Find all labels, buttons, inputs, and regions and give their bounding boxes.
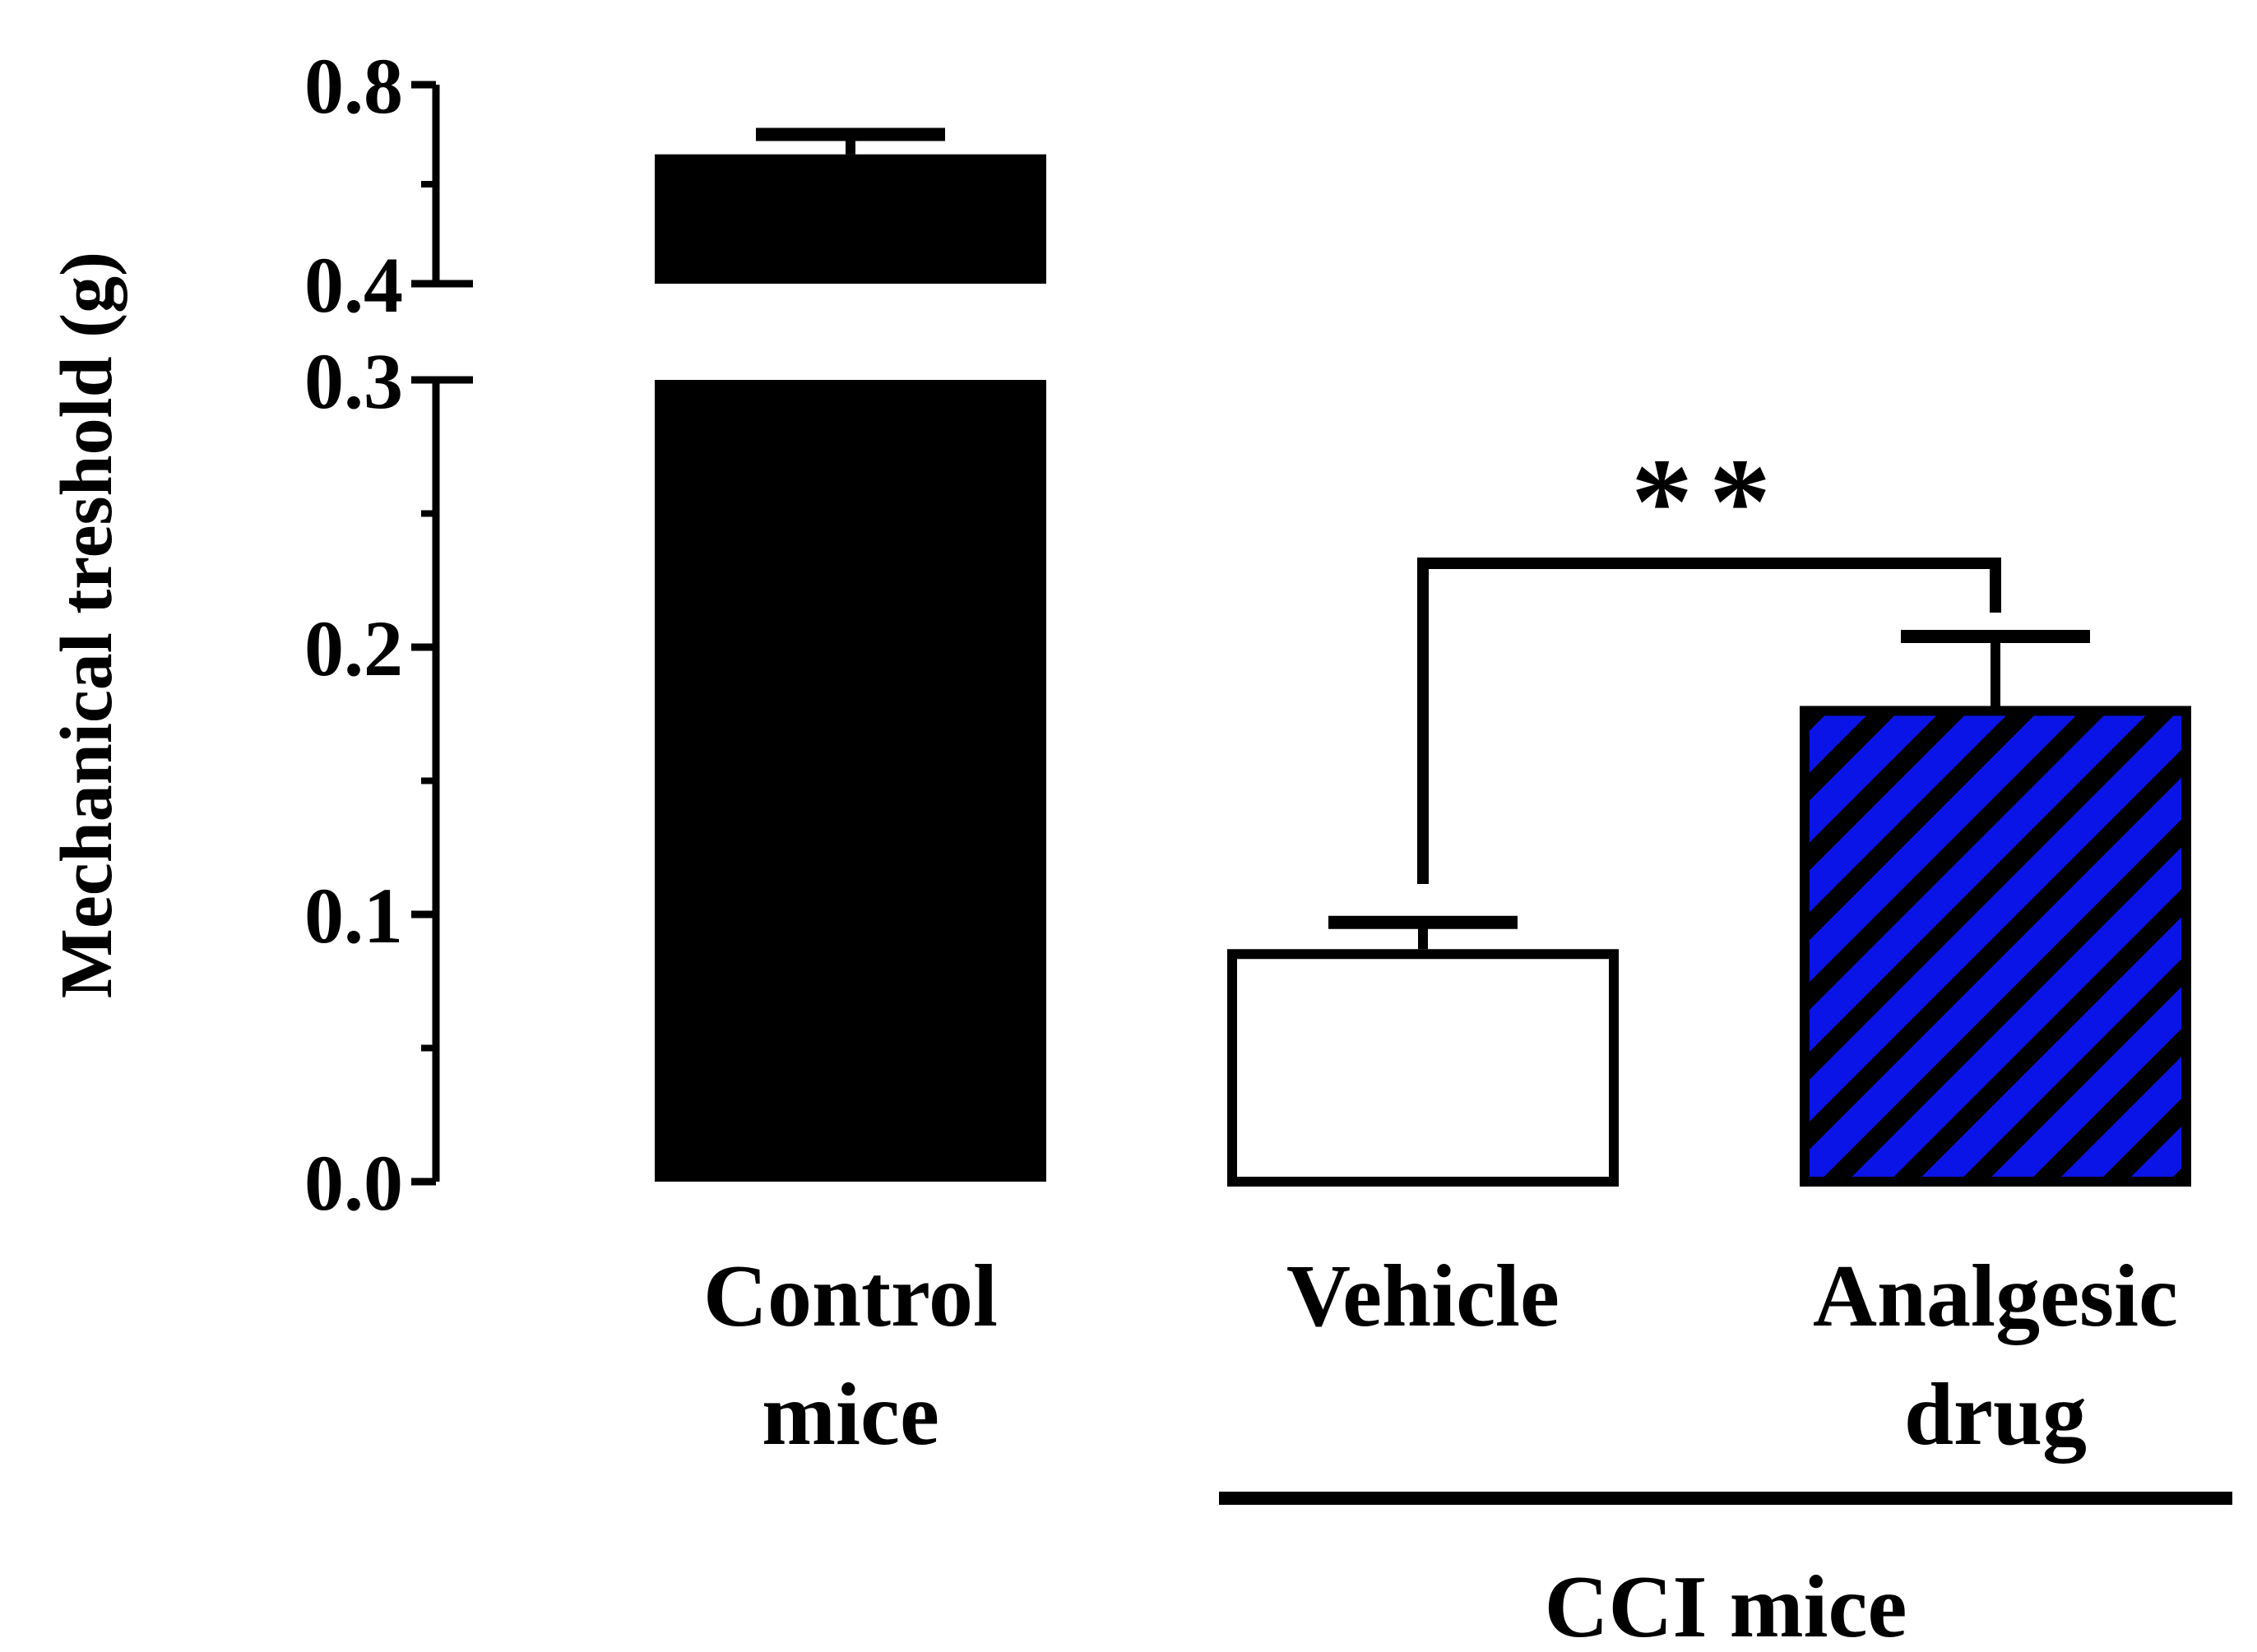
- category-label: Analgesic: [1813, 1247, 2178, 1345]
- group-label: CCI mice: [1545, 1558, 1907, 1652]
- bar-lower-segment: [655, 380, 1046, 1182]
- y-axis-label: Mechanical treshold (g): [46, 252, 127, 998]
- bar: [1800, 706, 2191, 1187]
- y-tick-label: 0.3: [304, 337, 403, 425]
- category-label: Control: [703, 1247, 998, 1345]
- category-labels: Control mice Vehicle Analgesic drug: [703, 1247, 2178, 1464]
- bars: [655, 127, 2191, 1187]
- category-label: Vehicle: [1286, 1247, 1560, 1345]
- y-tick-label: 0.2: [304, 604, 403, 692]
- y-tick-label: 0.8: [304, 42, 403, 130]
- significance-label: **: [1631, 433, 1787, 570]
- category-label: drug: [1904, 1366, 2087, 1464]
- y-tick-label: 0.0: [304, 1139, 403, 1227]
- bar: [1227, 949, 1619, 1187]
- bar-upper-segment: [655, 154, 1046, 284]
- y-tick-label: 0.4: [304, 241, 403, 329]
- y-tick-label: 0.1: [304, 872, 403, 960]
- category-label: mice: [762, 1366, 939, 1464]
- annotations: CCI mice **: [1219, 433, 2232, 1652]
- y-axis: 0.0 0.1 0.2 0.30.4 0.8 Mechanical treshold (g…: [46, 42, 473, 1227]
- significance-bracket: [1417, 558, 2001, 884]
